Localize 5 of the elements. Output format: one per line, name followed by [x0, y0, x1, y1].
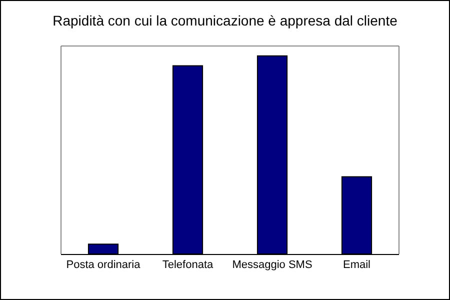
x-tick-label: Email — [342, 259, 371, 272]
chart-title: Rapidità con cui la comunicazione è appresa dal cliente — [52, 12, 398, 29]
x-tick-label: Posta ordinaria — [66, 259, 142, 272]
x-tick-label: Telefonata — [162, 259, 214, 272]
x-tick-label: Messaggio SMS — [232, 259, 312, 272]
